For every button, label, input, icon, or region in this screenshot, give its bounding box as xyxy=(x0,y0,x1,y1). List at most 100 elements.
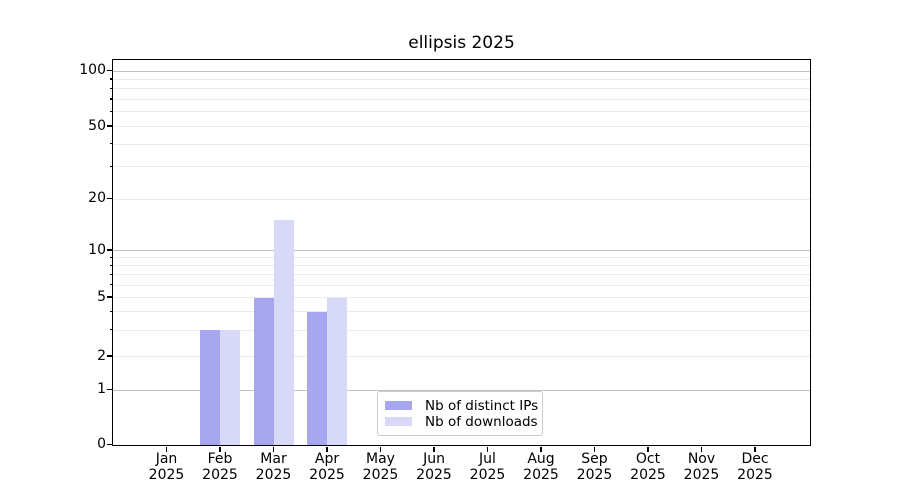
x-tick-month: Feb xyxy=(207,451,233,467)
x-tick xyxy=(486,446,489,452)
y-tick-label: 100 xyxy=(79,62,106,78)
x-tick-label: Jun 2025 xyxy=(392,451,476,483)
y-minor-tick xyxy=(110,165,113,167)
gridline-minor xyxy=(113,274,810,276)
y-minor-tick xyxy=(110,264,113,266)
legend: Nb of distinct IPs Nb of downloads xyxy=(377,391,543,436)
x-tick xyxy=(754,446,756,452)
gridline-minor xyxy=(113,284,810,286)
legend-swatch xyxy=(385,401,412,410)
y-tick xyxy=(107,125,113,127)
x-tick-month: May xyxy=(366,451,395,467)
gridline-major xyxy=(113,70,810,72)
gridline-minor xyxy=(113,311,810,313)
gridline-minor xyxy=(113,126,810,127)
y-tick-label: 2 xyxy=(97,347,106,364)
gridline-minor xyxy=(113,297,810,298)
x-tick-year: 2025 xyxy=(737,466,773,483)
x-tick-year: 2025 xyxy=(523,466,559,483)
legend-swatch xyxy=(385,417,412,426)
y-tick xyxy=(107,296,113,298)
gridline-minor xyxy=(113,99,810,101)
x-tick-label: Nov 2025 xyxy=(660,451,744,483)
x-tick-year: 2025 xyxy=(309,466,345,483)
x-tick-label: Sep 2025 xyxy=(553,451,637,483)
x-tick-label: Oct 2025 xyxy=(606,451,690,483)
x-tick xyxy=(540,446,542,452)
x-tick-label: Aug 2025 xyxy=(499,451,583,483)
x-tick-label: Jan 2025 xyxy=(125,451,209,483)
legend-item: Nb of distinct IPs xyxy=(378,398,542,414)
y-tick-label: 50 xyxy=(88,117,106,134)
x-tick-year: 2025 xyxy=(469,466,506,483)
x-tick xyxy=(433,446,435,452)
x-tick xyxy=(219,446,221,452)
x-tick-label: Jul 2025 xyxy=(446,451,530,483)
y-tick-label: 10 xyxy=(88,241,106,258)
gridline-minor xyxy=(113,78,810,80)
legend-label: Nb of downloads xyxy=(425,413,538,430)
x-tick-year: 2025 xyxy=(416,466,452,483)
x-tick-label: May 2025 xyxy=(339,451,423,483)
x-tick xyxy=(165,446,168,452)
gridline-major xyxy=(113,389,810,391)
x-tick-month: Jul xyxy=(479,451,496,467)
gridline-minor xyxy=(113,329,810,331)
x-tick-label: Feb 2025 xyxy=(178,451,262,483)
x-tick-month: Apr xyxy=(314,451,340,467)
y-minor-tick xyxy=(110,273,113,275)
y-tick xyxy=(107,443,113,446)
y-tick xyxy=(107,355,113,357)
y-tick-label: 1 xyxy=(97,381,106,397)
x-tick xyxy=(379,446,382,452)
x-tick-label: Dec 2025 xyxy=(713,451,797,483)
y-minor-tick xyxy=(110,98,113,100)
bar-downloads xyxy=(220,330,240,445)
gridline-minor xyxy=(113,265,810,267)
x-tick xyxy=(326,446,328,452)
x-tick-year: 2025 xyxy=(202,466,238,483)
chart-title: ellipsis 2025 xyxy=(408,33,515,53)
x-tick-month: Dec xyxy=(741,451,769,467)
legend-label: Nb of distinct IPs xyxy=(425,397,539,414)
gridline-minor xyxy=(113,111,810,113)
x-tick-year: 2025 xyxy=(148,466,185,483)
gridline-minor xyxy=(113,166,810,168)
bar-downloads xyxy=(327,297,347,445)
bar-distinct-ips xyxy=(253,297,274,445)
x-tick-year: 2025 xyxy=(683,466,720,483)
y-tick xyxy=(107,69,113,72)
y-minor-tick xyxy=(110,329,113,331)
y-tick-label: 0 xyxy=(97,436,106,452)
y-minor-tick xyxy=(110,78,113,80)
x-tick xyxy=(700,446,703,452)
y-minor-tick xyxy=(110,284,113,286)
x-tick xyxy=(647,446,649,452)
bar-downloads xyxy=(273,220,294,445)
x-tick-year: 2025 xyxy=(576,466,613,483)
gridline-major xyxy=(113,250,810,251)
gridline-minor xyxy=(113,356,810,357)
x-tick-year: 2025 xyxy=(362,466,399,483)
y-minor-tick xyxy=(110,110,113,112)
gridline-minor xyxy=(113,143,810,145)
y-tick xyxy=(107,197,113,200)
gridline-minor xyxy=(113,198,810,200)
x-tick-year: 2025 xyxy=(255,466,292,483)
x-tick-label: Apr 2025 xyxy=(285,451,369,483)
plot-area xyxy=(113,60,810,445)
y-tick-label: 20 xyxy=(88,190,106,206)
x-tick-month: Aug xyxy=(527,451,555,467)
bar-distinct-ips xyxy=(307,311,327,445)
x-tick-month: Jun xyxy=(423,451,445,467)
x-tick-label: Mar 2025 xyxy=(232,451,316,483)
y-minor-tick xyxy=(110,256,113,258)
x-tick xyxy=(593,446,596,452)
x-tick-month: Sep xyxy=(581,451,608,467)
y-tick-label: 5 xyxy=(97,288,106,305)
y-minor-tick xyxy=(110,87,113,89)
gridline-minor xyxy=(113,257,810,259)
y-minor-tick xyxy=(110,310,113,312)
x-tick-month: Jan xyxy=(155,451,178,467)
